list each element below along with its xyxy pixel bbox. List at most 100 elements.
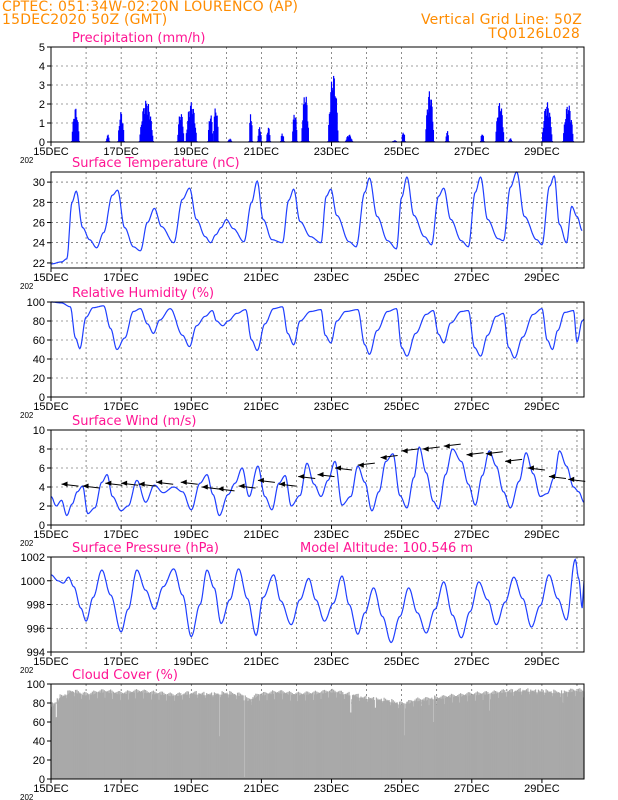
x-tick-label: 27DEC — [454, 272, 490, 284]
y-tick-label: 8 — [39, 444, 45, 456]
run-code: TQ0126L028 — [488, 26, 580, 42]
model-altitude-label: Model Altitude: 100.546 m — [300, 541, 473, 556]
panel-humidity: 0 20 40 60 80 100 15DEC 17DEC 19DEC 21DEC 23DEC 25D… — [20, 286, 585, 420]
y-tick-label: 1 — [39, 118, 45, 130]
x-tick-label: 25DEC — [384, 272, 420, 284]
x-tick-label: 23DEC — [314, 529, 350, 541]
y-tick-label: 20 — [33, 755, 45, 767]
pressure-title: Surface Pressure (hPa) — [72, 541, 219, 556]
cloud-title: Cloud Cover (%) — [72, 668, 178, 683]
x-tick-label: 23DEC — [314, 401, 350, 413]
wind-vector-arrowhead — [238, 483, 245, 489]
x-tick-sublabel: 202 — [20, 156, 34, 165]
x-tick-sublabel: 202 — [20, 793, 34, 800]
x-tick-label: 25DEC — [384, 783, 420, 795]
x-tick-sublabel: 202 — [20, 539, 34, 548]
panel-frame — [50, 683, 585, 780]
y-tick-label: 1002 — [21, 552, 45, 564]
x-tick-label: 29DEC — [524, 529, 560, 541]
y-tick-label: 4 — [39, 482, 45, 494]
y-tick-label: 2 — [39, 99, 45, 111]
x-tick-label: 23DEC — [314, 146, 350, 158]
wind-vector-arrowhead — [443, 443, 450, 449]
panel-precip: 0 1 2 3 4 5 15DEC 17DEC 19DEC 21DEC 23DEC 25DEC 27DE… — [20, 31, 585, 165]
precip-title: Precipitation (mm/h) — [72, 31, 205, 46]
wind-vector-arrowhead — [466, 452, 473, 458]
x-tick-label: 21DEC — [244, 783, 280, 795]
x-tick-label: 17DEC — [103, 783, 139, 795]
panel-pressure: 994 996 998 1000 1002 15DEC 17DEC 19DEC 21DEC 23D… — [20, 541, 585, 675]
y-tick-label: 0 — [39, 774, 45, 786]
x-tick-label: 19DEC — [174, 529, 210, 541]
x-tick-label: 19DEC — [174, 783, 210, 795]
x-tick-sublabel: 202 — [20, 666, 34, 675]
y-tick-label: 0 — [39, 520, 45, 532]
x-tick-label: 19DEC — [174, 401, 210, 413]
y-tick-label: 20 — [33, 373, 45, 385]
x-tick-label: 17DEC — [103, 401, 139, 413]
panel-frame — [50, 46, 585, 143]
humidity-series-line — [51, 301, 585, 359]
x-tick-label: 29DEC — [524, 146, 560, 158]
y-tick-label: 10 — [33, 425, 45, 437]
panel-frame — [50, 429, 585, 526]
x-tick-label: 23DEC — [314, 656, 350, 668]
x-tick-label: 27DEC — [454, 783, 490, 795]
wind-vector-arrowhead — [505, 458, 512, 464]
x-tick-label: 29DEC — [524, 272, 560, 284]
pressure-series-line — [50, 558, 585, 644]
wind-series-line — [50, 446, 585, 517]
x-tick-label: 17DEC — [103, 529, 139, 541]
y-tick-label: 6 — [39, 463, 45, 475]
wind-vector-arrowhead — [138, 481, 145, 487]
y-tick-label: 80 — [33, 698, 45, 710]
x-tick-label: 21DEC — [244, 401, 280, 413]
wind-vector-arrowhead — [121, 480, 128, 486]
header: CPTEC: 051:34W-02:20N LOURENCO (AP) 15DE… — [0, 0, 618, 44]
wind-vector-arrowhead — [201, 484, 208, 490]
wind-vector-arrowhead — [422, 446, 429, 452]
x-tick-label: 15DEC — [33, 656, 69, 668]
y-tick-label: 60 — [33, 335, 45, 347]
x-tick-sublabel: 202 — [20, 282, 34, 291]
y-tick-label: 100 — [27, 297, 45, 309]
y-tick-label: 994 — [27, 647, 45, 659]
x-tick-label: 27DEC — [454, 529, 490, 541]
wind-vector-arrowhead — [61, 481, 68, 487]
panel-frame — [50, 301, 585, 398]
x-tick-label: 25DEC — [384, 656, 420, 668]
y-tick-label: 26 — [33, 218, 45, 230]
wind-vector-arrowhead — [82, 483, 89, 489]
x-tick-label: 21DEC — [244, 656, 280, 668]
panel-temperature: 22 24 26 28 30 15DEC 17DEC 19DEC 21DEC 23DEC 25DEC… — [20, 156, 585, 291]
x-tick-label: 27DEC — [454, 401, 490, 413]
x-tick-label: 19DEC — [174, 656, 210, 668]
y-tick-label: 5 — [39, 42, 45, 54]
wind-vector-arrowhead — [380, 454, 387, 461]
wind-title: Surface Wind (m/s) — [72, 414, 196, 429]
wind-vector-arrowhead — [180, 479, 187, 485]
x-tick-label: 17DEC — [103, 146, 139, 158]
x-tick-label: 29DEC — [524, 783, 560, 795]
wind-vector-arrowhead — [335, 465, 342, 471]
wind-vector-arrowhead — [278, 481, 285, 487]
wind-vector-arrowhead — [217, 486, 224, 492]
y-tick-label: 2 — [39, 501, 45, 513]
y-tick-label: 40 — [33, 736, 45, 748]
x-tick-label: 23DEC — [314, 783, 350, 795]
grid-note: Vertical Grid Line: 50Z — [420, 12, 582, 28]
x-tick-label: 27DEC — [454, 656, 490, 668]
y-tick-label: 100 — [27, 679, 45, 691]
x-tick-label: 21DEC — [244, 529, 280, 541]
y-tick-label: 30 — [33, 177, 45, 189]
temperature-series-line — [50, 171, 583, 265]
station-info: CPTEC: 051:34W-02:20N LOURENCO (AP) — [2, 0, 299, 15]
x-tick-label: 29DEC — [524, 401, 560, 413]
y-tick-label: 22 — [33, 258, 45, 270]
panel-frame — [50, 171, 585, 269]
wind-vector-arrowhead — [317, 472, 324, 478]
wind-vector-arrowhead — [357, 462, 364, 468]
x-tick-label: 15DEC — [33, 401, 69, 413]
y-tick-label: 60 — [33, 717, 45, 729]
wind-vector-arrowhead — [401, 448, 408, 454]
